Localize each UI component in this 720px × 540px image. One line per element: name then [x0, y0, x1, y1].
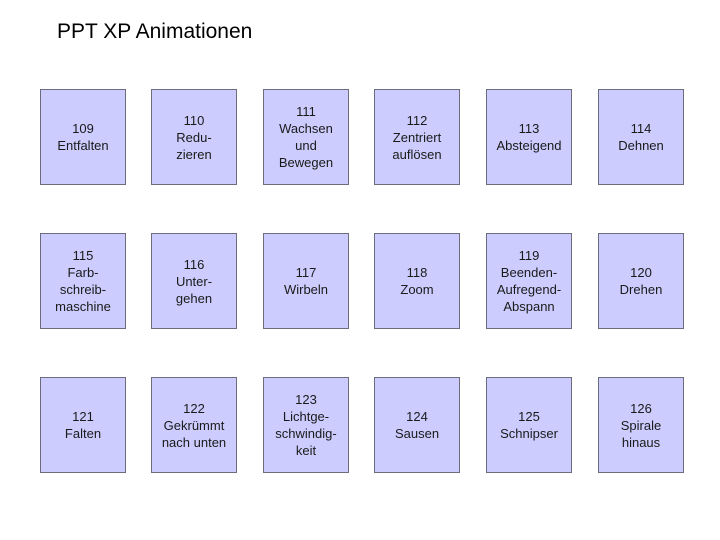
tile-label: 110 Redu- zieren	[176, 112, 212, 162]
animation-tile-120[interactable]: 120 Drehen	[598, 233, 684, 329]
animation-tile-125[interactable]: 125 Schnipser	[486, 377, 572, 473]
animation-tile-117[interactable]: 117 Wirbeln	[263, 233, 349, 329]
tile-label: 119 Beenden- Aufregend- Abspann	[496, 248, 562, 314]
animation-tile-112[interactable]: 112 Zentriert auflösen	[374, 89, 460, 185]
tile-label: 120 Drehen	[619, 265, 663, 297]
page-title: PPT XP Animationen	[57, 20, 253, 43]
tile-label: 109 Entfalten	[57, 121, 109, 153]
tile-label: 118 Zoom	[400, 265, 434, 297]
animation-tile-119[interactable]: 119 Beenden- Aufregend- Abspann	[486, 233, 572, 329]
animation-tile-118[interactable]: 118 Zoom	[374, 233, 460, 329]
tile-label: 113 Absteigend	[496, 121, 562, 153]
tile-label: 122 Gekrümmt nach unten	[161, 400, 227, 450]
animation-tile-111[interactable]: 111 Wachsen und Bewegen	[263, 89, 349, 185]
tile-label: 116 Unter- gehen	[175, 256, 213, 306]
tile-label: 124 Sausen	[394, 409, 440, 441]
tile-label: 123 Lichtge- schwindig- keit	[275, 392, 337, 458]
tile-label: 125 Schnipser	[500, 409, 558, 441]
animation-tile-123[interactable]: 123 Lichtge- schwindig- keit	[263, 377, 349, 473]
animation-tile-126[interactable]: 126 Spirale hinaus	[598, 377, 684, 473]
tile-label: 121 Falten	[64, 409, 102, 441]
tile-label: 115 Farb- schreib- maschine	[55, 248, 111, 314]
animation-tile-122[interactable]: 122 Gekrümmt nach unten	[151, 377, 237, 473]
animation-tile-114[interactable]: 114 Dehnen	[598, 89, 684, 185]
animation-tile-109[interactable]: 109 Entfalten	[40, 89, 126, 185]
animation-tile-113[interactable]: 113 Absteigend	[486, 89, 572, 185]
animation-tile-121[interactable]: 121 Falten	[40, 377, 126, 473]
tile-label: 111 Wachsen und Bewegen	[278, 104, 334, 170]
animation-tile-116[interactable]: 116 Unter- gehen	[151, 233, 237, 329]
animation-tile-115[interactable]: 115 Farb- schreib- maschine	[40, 233, 126, 329]
tile-label: 117 Wirbeln	[283, 265, 329, 297]
tile-label: 114 Dehnen	[618, 121, 664, 153]
animation-tile-124[interactable]: 124 Sausen	[374, 377, 460, 473]
tile-label: 126 Spirale hinaus	[620, 400, 662, 450]
animation-tile-110[interactable]: 110 Redu- zieren	[151, 89, 237, 185]
tile-label: 112 Zentriert auflösen	[392, 112, 442, 162]
